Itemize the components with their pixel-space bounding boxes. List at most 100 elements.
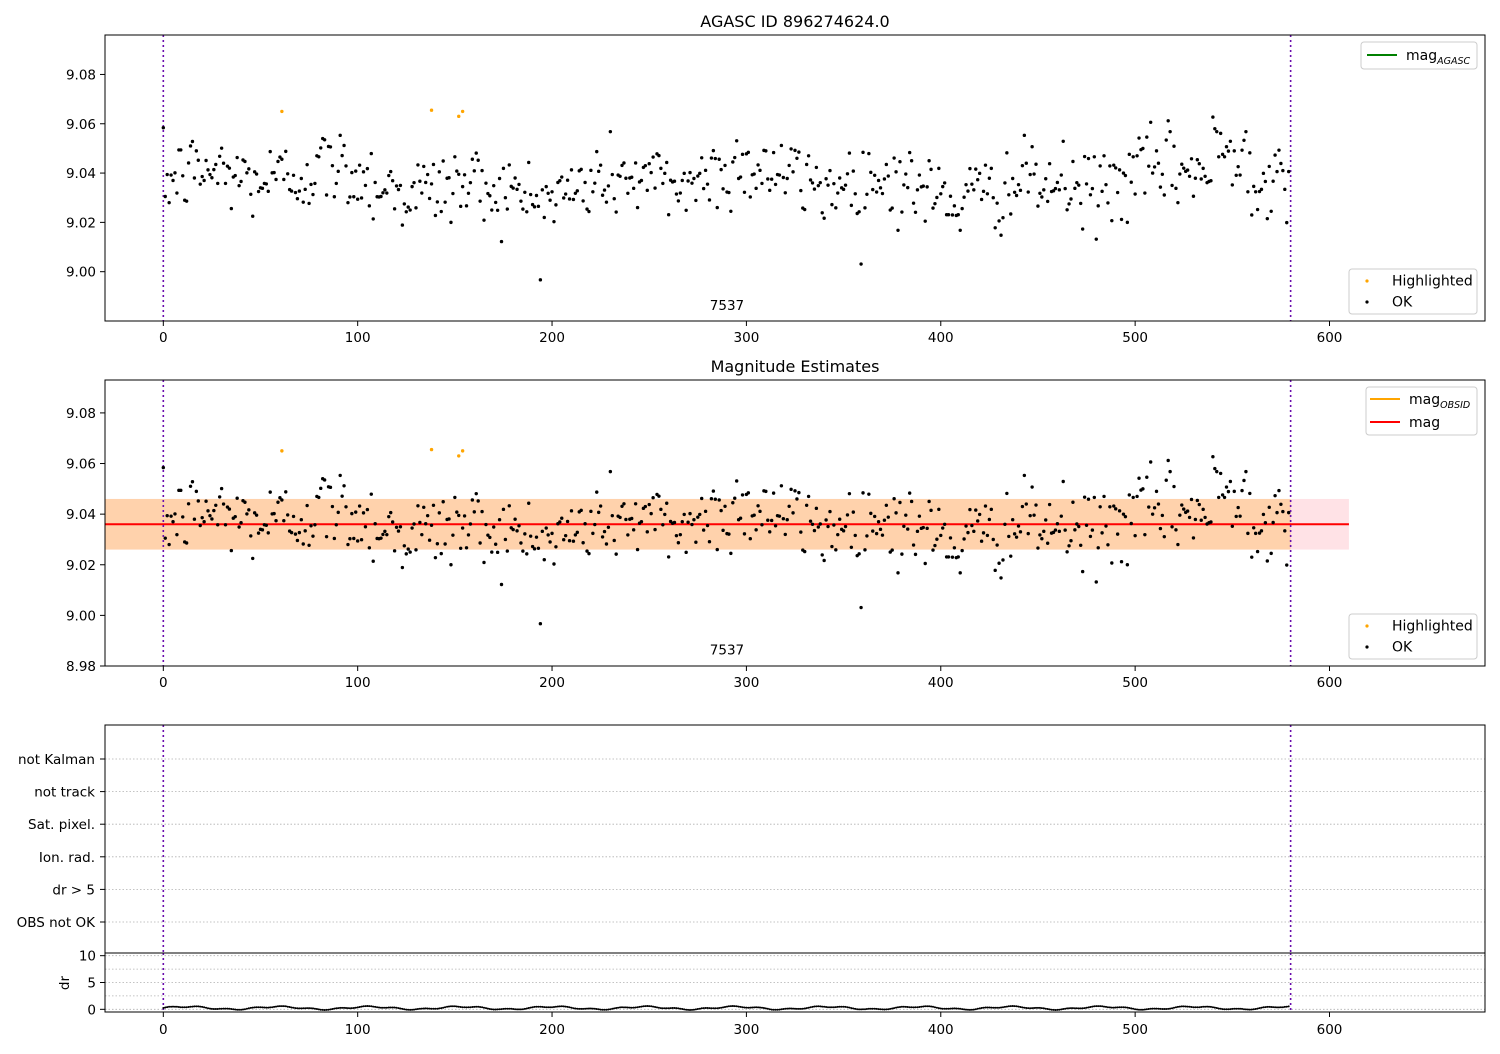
- dr-point: [278, 1005, 281, 1008]
- dr-point: [1239, 1007, 1242, 1010]
- dr-point: [317, 1008, 320, 1011]
- ok-point: [960, 206, 964, 211]
- ok-point: [505, 207, 510, 211]
- dr-point: [1050, 1008, 1053, 1011]
- ok-point: [884, 503, 889, 507]
- dr-point: [737, 1005, 740, 1008]
- ok-point: [600, 535, 605, 539]
- ok-point: [719, 508, 723, 513]
- ok-point: [1265, 216, 1270, 221]
- x-tick-label: 0: [159, 1022, 168, 1038]
- y-tick-label: 10: [79, 949, 96, 965]
- ok-point: [1012, 532, 1017, 536]
- ok-point: [488, 194, 492, 198]
- ok-point: [424, 522, 428, 526]
- ok-point: [342, 143, 346, 148]
- ok-point: [587, 209, 591, 214]
- ok-point: [678, 191, 683, 195]
- dr-point: [226, 1007, 229, 1010]
- dr-point: [1081, 1007, 1084, 1010]
- dr-point: [799, 1007, 802, 1010]
- ok-point: [567, 197, 572, 201]
- ok-point: [1257, 531, 1262, 535]
- ok-point: [422, 164, 426, 169]
- ok-point: [295, 197, 300, 201]
- ok-point: [1240, 148, 1244, 152]
- ok-point: [1172, 484, 1176, 489]
- ok-point: [272, 170, 276, 175]
- ok-point: [569, 509, 574, 513]
- ok-point: [993, 226, 997, 230]
- ok-point: [219, 146, 224, 150]
- dr-point: [385, 1006, 388, 1009]
- ok-point: [956, 213, 960, 217]
- ok-point: [700, 156, 704, 160]
- ok-point: [1119, 560, 1124, 564]
- ok-point: [1176, 542, 1180, 547]
- ok-point: [1213, 126, 1217, 131]
- dr-point: [593, 1007, 596, 1010]
- ok-point: [340, 494, 344, 498]
- dr-point: [245, 1007, 248, 1010]
- dr-point: [527, 1007, 530, 1009]
- ok-point: [492, 183, 496, 188]
- ok-point: [328, 485, 333, 490]
- dr-point: [607, 1008, 610, 1011]
- ok-point: [962, 537, 966, 541]
- ok-point: [208, 172, 212, 177]
- ok-point: [999, 576, 1003, 580]
- ok-point: [307, 543, 311, 547]
- ok-point: [1106, 543, 1110, 547]
- ok-point: [550, 531, 554, 536]
- ok-point: [513, 517, 517, 521]
- ok-point: [886, 515, 890, 519]
- dr-point: [300, 1007, 303, 1010]
- ok-point: [935, 195, 939, 200]
- ok-point: [1079, 201, 1083, 206]
- ok-point: [371, 559, 375, 563]
- ok-point: [1158, 526, 1163, 531]
- ok-point: [480, 168, 484, 173]
- ok-point: [1003, 522, 1007, 526]
- ok-point: [334, 181, 338, 186]
- dr-point: [348, 1007, 351, 1010]
- ok-point: [981, 531, 986, 535]
- ok-point: [723, 504, 727, 508]
- ok-point: [186, 502, 191, 506]
- x-tick-label: 0: [159, 330, 168, 346]
- ok-point: [836, 191, 840, 195]
- ok-point: [525, 210, 529, 214]
- ok-point: [1253, 190, 1258, 194]
- ok-point: [773, 524, 778, 528]
- y-tick-label: 9.00: [66, 608, 96, 624]
- ok-point: [715, 547, 719, 552]
- dr-point: [867, 1007, 870, 1010]
- ok-point: [665, 160, 669, 165]
- dr-point: [1151, 1007, 1154, 1010]
- ok-point: [402, 202, 407, 206]
- ok-point: [515, 187, 519, 192]
- ok-point: [820, 553, 824, 557]
- ok-point: [212, 167, 216, 172]
- ok-point: [979, 539, 984, 543]
- dr-point: [1260, 1006, 1263, 1009]
- dr-point: [854, 1007, 857, 1010]
- dr-point: [222, 1007, 225, 1010]
- ok-point: [754, 528, 758, 532]
- ok-point: [946, 213, 951, 217]
- ok-point: [1009, 554, 1013, 558]
- ok-point: [1115, 532, 1120, 536]
- ok-point: [915, 529, 920, 534]
- ok-point: [1061, 479, 1065, 484]
- ok-point: [764, 149, 768, 153]
- ok-point: [1051, 189, 1056, 193]
- dr-point: [615, 1007, 618, 1009]
- ok-point: [1020, 163, 1025, 168]
- ok-point: [779, 484, 784, 488]
- ok-point: [299, 518, 304, 522]
- dr-point: [829, 1006, 831, 1009]
- ok-point: [1119, 217, 1124, 222]
- dr-point: [308, 1007, 311, 1010]
- ok-point: [497, 518, 502, 522]
- dr-point: [471, 1006, 474, 1008]
